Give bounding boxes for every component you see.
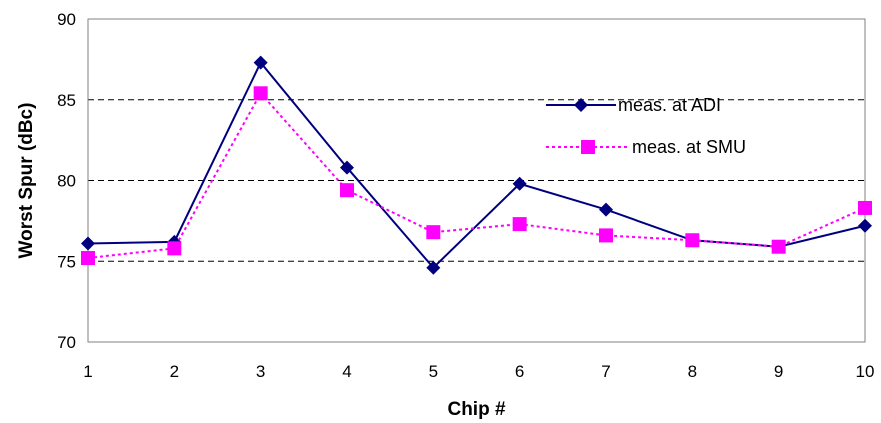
plot-area-frame	[87, 18, 866, 343]
data-point-square	[858, 200, 872, 215]
data-point-square	[426, 225, 441, 240]
data-point-diamond	[599, 202, 613, 217]
data-point-square	[167, 241, 182, 256]
legend-marker-square	[581, 140, 595, 154]
data-point-diamond	[512, 176, 527, 191]
legend-marker-diamond	[574, 98, 588, 112]
data-point-diamond	[858, 218, 872, 233]
y-tick-label: 85	[57, 91, 76, 110]
x-tick-label: 1	[83, 362, 92, 381]
y-tick-label: 70	[57, 333, 76, 352]
y-axis-title: Worst Spur (dBc)	[16, 103, 37, 259]
data-point-diamond	[426, 260, 441, 275]
series-line	[87, 91, 866, 260]
x-tick-label: 2	[170, 362, 179, 381]
y-axis-tick-labels: 70 75 80 85 90	[57, 10, 76, 352]
x-tick-label: 3	[256, 362, 265, 381]
series-group	[81, 55, 872, 275]
x-tick-label: 7	[601, 362, 610, 381]
x-tick-label: 10	[856, 362, 875, 381]
data-point-diamond	[253, 55, 268, 70]
data-point-square	[340, 183, 354, 198]
x-tick-label: 4	[342, 362, 351, 381]
series-line	[87, 60, 866, 270]
data-point-square	[512, 217, 527, 232]
data-point-square	[81, 251, 95, 266]
y-tick-label: 80	[57, 172, 76, 191]
legend-label-smu: meas. at SMU	[632, 137, 746, 157]
data-point-square	[599, 228, 613, 243]
y-tick-label: 90	[57, 10, 76, 29]
series-adi	[81, 55, 872, 275]
x-tick-label: 9	[774, 362, 783, 381]
x-tick-label: 6	[515, 362, 524, 381]
data-point-square	[685, 233, 700, 248]
data-point-square	[253, 86, 268, 101]
x-tick-label: 8	[688, 362, 697, 381]
data-point-diamond	[81, 236, 95, 251]
data-point-diamond	[340, 160, 354, 175]
x-tick-label: 5	[429, 362, 438, 381]
data-point-square	[771, 239, 786, 254]
legend: meas. at ADI meas. at SMU	[546, 95, 746, 157]
x-axis-title: Chip #	[447, 399, 505, 420]
series-smu	[81, 86, 872, 266]
x-axis-tick-labels: 1 2 3 4 5 6 7 8 9 10	[83, 362, 874, 381]
legend-label-adi: meas. at ADI	[618, 95, 721, 115]
y-tick-label: 75	[57, 252, 76, 271]
